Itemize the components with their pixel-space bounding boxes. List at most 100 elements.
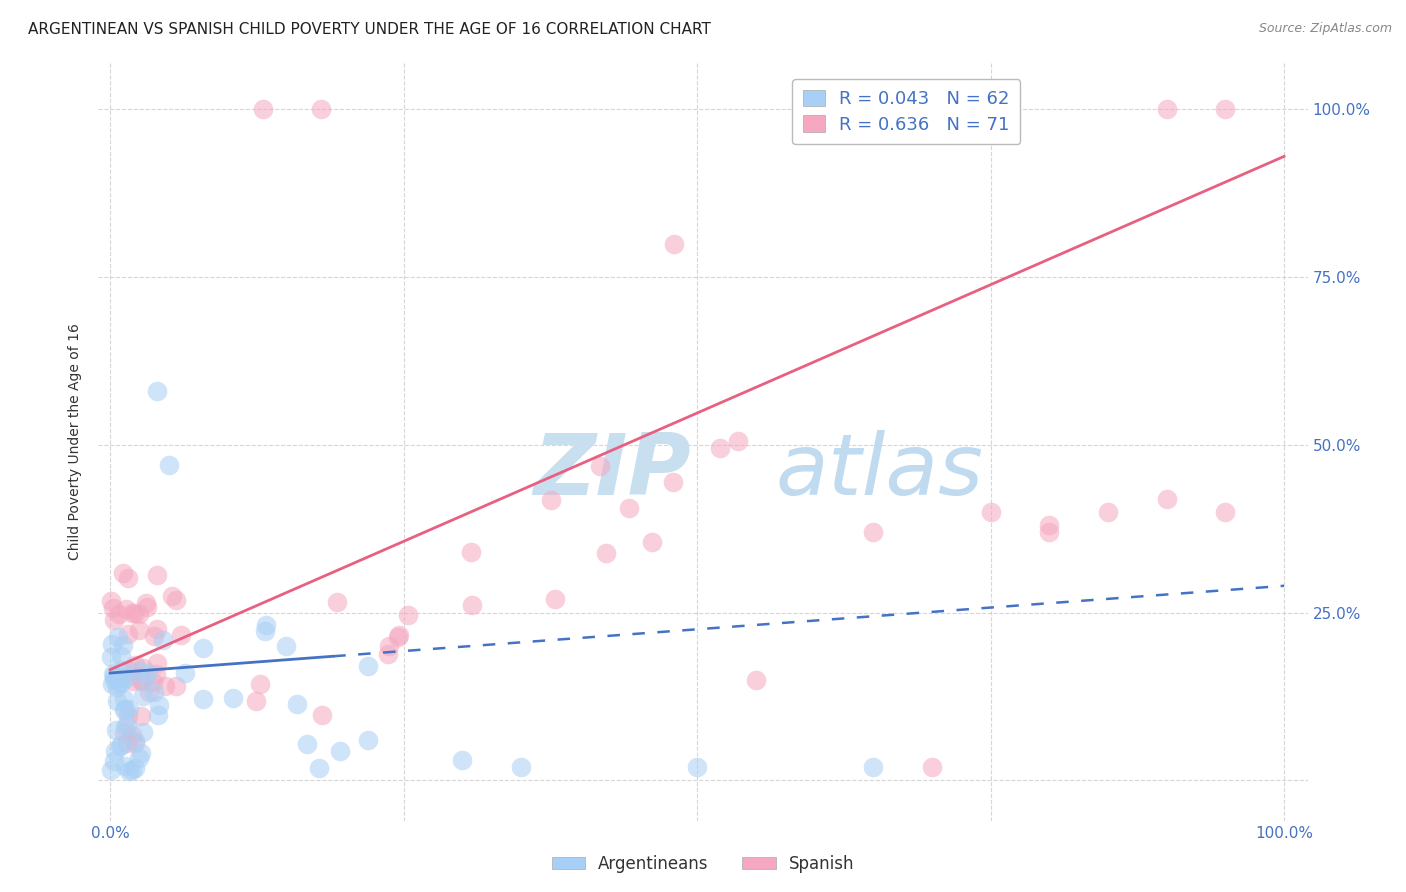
Point [357,733,380,747]
Point [540,493,562,508]
Legend: Argentineans, Spanish: Argentineans, Spanish [546,848,860,880]
Point [617,501,640,516]
Point [115,602,138,616]
Point [108,674,131,689]
Point [329,744,352,758]
Point [1038,525,1060,540]
Point [128,751,150,765]
Point [387,630,409,644]
Point [128,607,150,621]
Point [245,694,267,708]
Point [145,657,167,671]
Point [121,728,143,742]
Point [112,703,135,717]
Point [124,606,146,620]
Point [128,624,150,638]
Point [112,566,135,581]
Point [709,441,731,455]
Point [115,736,138,750]
Point [117,627,139,641]
Point [128,664,150,678]
Point [641,535,664,549]
Point [112,726,135,740]
Point [249,676,271,690]
Point [377,639,399,653]
Point [222,691,245,706]
Point [114,720,136,734]
Point [114,702,136,716]
Point [105,672,128,686]
Point [1215,505,1237,519]
Point [165,679,187,693]
Point [169,628,191,642]
Point [980,505,1002,519]
Point [510,760,533,774]
Point [103,754,125,768]
Point [107,630,129,644]
Point [589,459,612,474]
Point [100,593,122,607]
Point [142,685,165,699]
Point [145,567,167,582]
Point [396,608,419,623]
Point [662,236,685,251]
Point [104,744,127,758]
Point [173,665,195,680]
Point [308,761,330,775]
Point [311,103,333,117]
Y-axis label: Child Poverty Under the Age of 16: Child Poverty Under the Age of 16 [69,323,83,560]
Point [388,628,411,642]
Point [110,649,132,664]
Point [103,669,125,683]
Point [129,746,152,760]
Legend: R = 0.043   N = 62, R = 0.636   N = 71: R = 0.043 N = 62, R = 0.636 N = 71 [793,79,1021,145]
Point [104,723,127,738]
Point [121,764,143,778]
Point [146,384,169,399]
Point [100,649,122,664]
Point [451,753,474,767]
Point [1215,103,1237,117]
Point [131,673,153,688]
Point [162,589,184,603]
Point [100,763,122,777]
Point [193,641,215,656]
Point [191,692,214,706]
Point [124,736,146,750]
Point [132,661,155,675]
Point [114,758,136,772]
Point [377,647,399,661]
Point [326,595,349,609]
Point [136,666,159,681]
Point [146,707,169,722]
Point [135,596,157,610]
Point [862,525,884,540]
Point [276,639,298,653]
Point [110,663,132,677]
Point [166,593,188,607]
Point [142,674,165,689]
Point [252,103,274,117]
Point [132,725,155,739]
Point [544,591,567,606]
Point [107,607,129,621]
Point [921,760,943,774]
Point [117,571,139,585]
Text: Source: ZipAtlas.com: Source: ZipAtlas.com [1258,22,1392,36]
Text: atlas: atlas [776,430,984,514]
Point [146,622,169,636]
Point [686,760,709,774]
Point [103,673,125,687]
Point [138,685,160,699]
Point [460,598,482,612]
Point [155,679,177,693]
Point [1156,491,1178,506]
Point [727,434,749,449]
Point [121,674,143,689]
Point [862,760,884,774]
Point [134,671,156,685]
Point [115,718,138,732]
Point [103,613,125,627]
Point [145,667,167,681]
Point [295,737,318,751]
